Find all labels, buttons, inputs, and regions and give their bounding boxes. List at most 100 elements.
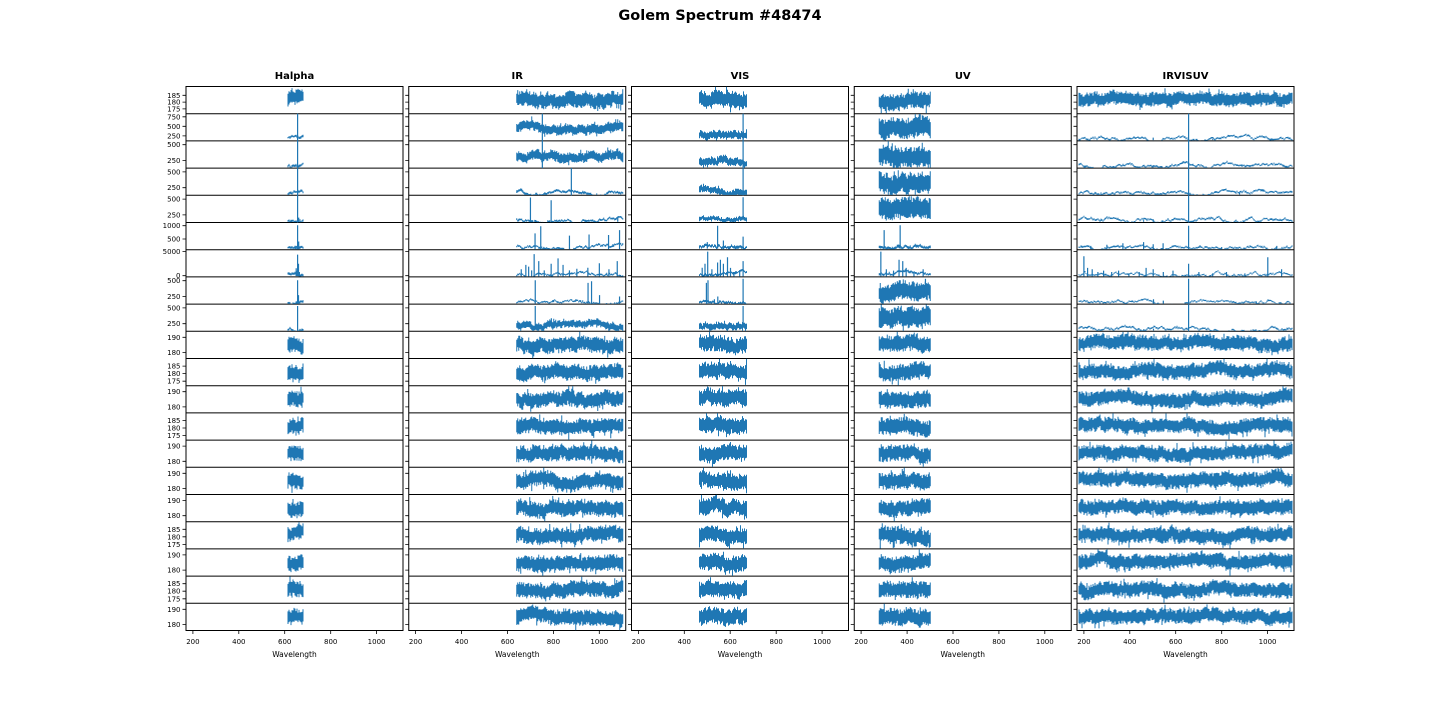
spectrum-cell bbox=[1078, 168, 1293, 196]
spectrum-line bbox=[699, 86, 747, 113]
spectrum-line bbox=[1078, 324, 1293, 331]
spectrum-line bbox=[516, 331, 624, 359]
y-tick-label: 190 bbox=[167, 606, 180, 614]
emission-spikes bbox=[1090, 225, 1278, 250]
spectrum-line bbox=[699, 358, 747, 385]
spectrum-cell bbox=[516, 361, 624, 384]
x-tick-label: 1000 bbox=[590, 638, 608, 646]
spectrum-line bbox=[516, 523, 624, 548]
spectrum-line bbox=[1078, 215, 1293, 223]
spectrum-cell bbox=[699, 306, 747, 331]
spectrum-line bbox=[287, 326, 304, 331]
spectrum-line bbox=[287, 219, 304, 223]
y-tick-marks bbox=[405, 94, 409, 625]
spectrum-line bbox=[1078, 331, 1293, 356]
y-tick-marks bbox=[182, 94, 186, 625]
spectrum-cell bbox=[287, 195, 304, 223]
y-tick-label: 175 bbox=[167, 595, 180, 603]
y-tick-label: 180 bbox=[167, 588, 180, 596]
spectrum-cell bbox=[699, 331, 747, 356]
spectrum-line bbox=[878, 498, 931, 522]
x-tick-label: 1000 bbox=[1259, 638, 1277, 646]
spectrum-line bbox=[1078, 188, 1293, 195]
spectrum-cell bbox=[878, 360, 931, 386]
x-tick-label: 400 bbox=[455, 638, 468, 646]
spectrum-line bbox=[699, 442, 747, 467]
y-tick-label: 180 bbox=[167, 567, 180, 575]
spectrum-cell bbox=[699, 577, 747, 600]
spectrum-line bbox=[516, 116, 624, 137]
spectrum-line bbox=[699, 413, 747, 438]
spectrum-line bbox=[287, 445, 304, 462]
spectrum-cell bbox=[1078, 304, 1293, 332]
y-tick-label: 185 bbox=[167, 526, 180, 534]
spectrum-line bbox=[287, 189, 304, 195]
spectrum-cell bbox=[516, 306, 624, 331]
y-tick-label: 190 bbox=[167, 551, 180, 559]
spectrum-line bbox=[878, 443, 931, 467]
spectrum-cell bbox=[287, 306, 304, 331]
spectrum-cell bbox=[878, 498, 931, 522]
emission-spikes bbox=[1083, 256, 1283, 277]
spectrum-cell bbox=[1078, 331, 1293, 356]
x-axis-label: Wavelength bbox=[272, 650, 317, 659]
spectrum-cell bbox=[699, 113, 747, 141]
emission-spikes bbox=[1152, 278, 1257, 304]
spectrum-line bbox=[699, 331, 747, 356]
emission-spikes bbox=[520, 254, 618, 277]
spectrum-cell bbox=[699, 386, 747, 408]
subplot-column-Halpha: Halpha1751801852505007502505002505002505… bbox=[163, 71, 404, 659]
x-tick-label: 400 bbox=[900, 638, 913, 646]
spectrum-line bbox=[699, 299, 747, 304]
emission-spikes bbox=[295, 225, 300, 250]
spectrum-line bbox=[1078, 270, 1293, 277]
column-title: IR bbox=[512, 71, 524, 82]
spectrum-line bbox=[287, 607, 304, 626]
x-tick-label: 800 bbox=[770, 638, 783, 646]
x-tick-label: 600 bbox=[724, 638, 737, 646]
spectrum-cell bbox=[878, 141, 931, 168]
y-tick-label: 180 bbox=[167, 485, 180, 493]
subplot-column-UV: UV 200 400 600 800 1000 Wavelength bbox=[850, 71, 1072, 659]
spectrum-cell bbox=[878, 549, 931, 575]
spectrum-line bbox=[287, 162, 304, 168]
y-tick-label: 175 bbox=[167, 105, 180, 113]
spectrum-cell bbox=[878, 304, 931, 331]
y-tick-label: 250 bbox=[167, 320, 180, 328]
spectrum-line bbox=[1078, 244, 1293, 250]
spectrum-cell bbox=[699, 140, 747, 169]
spectrum-line bbox=[516, 386, 624, 412]
y-tick-label: 250 bbox=[167, 184, 180, 192]
spectrum-cell bbox=[516, 576, 624, 602]
y-tick-label: 175 bbox=[167, 541, 180, 549]
x-tick-label: 400 bbox=[678, 638, 691, 646]
emission-spikes bbox=[701, 251, 744, 277]
spectrum-line bbox=[516, 414, 624, 440]
subplot-column-IRVISUV: IRVISUV 200 400 600 800 1000 Wavelength bbox=[1073, 71, 1295, 659]
spectrum-cell bbox=[1078, 225, 1293, 250]
y-tick-label: 175 bbox=[167, 432, 180, 440]
y-tick-label: 750 bbox=[167, 113, 180, 121]
figure-title: Golem Spectrum #48474 bbox=[618, 8, 822, 24]
spectrum-line bbox=[699, 243, 747, 250]
y-tick-marks bbox=[628, 94, 632, 625]
x-tick-label: 800 bbox=[992, 638, 1005, 646]
spectrum-cell bbox=[287, 607, 304, 626]
spectrum-cell bbox=[1078, 549, 1293, 576]
spectrum-line bbox=[287, 416, 304, 436]
spectrum-line bbox=[878, 331, 931, 354]
y-tick-label: 500 bbox=[167, 236, 180, 244]
spectrum-line bbox=[287, 363, 304, 383]
x-tick-label: 1000 bbox=[1036, 638, 1054, 646]
x-tick-label: 1000 bbox=[368, 638, 386, 646]
spectrum-line bbox=[1078, 88, 1293, 110]
spectrum-cell bbox=[516, 280, 624, 304]
spectrum-cell bbox=[287, 113, 304, 141]
spectrum-cell bbox=[699, 358, 747, 385]
spectrum-line bbox=[287, 134, 304, 139]
spectrum-cell bbox=[699, 442, 747, 467]
spectrum-line bbox=[516, 318, 624, 331]
y-tick-label: 250 bbox=[167, 157, 180, 165]
spectrum-cell bbox=[516, 226, 624, 250]
